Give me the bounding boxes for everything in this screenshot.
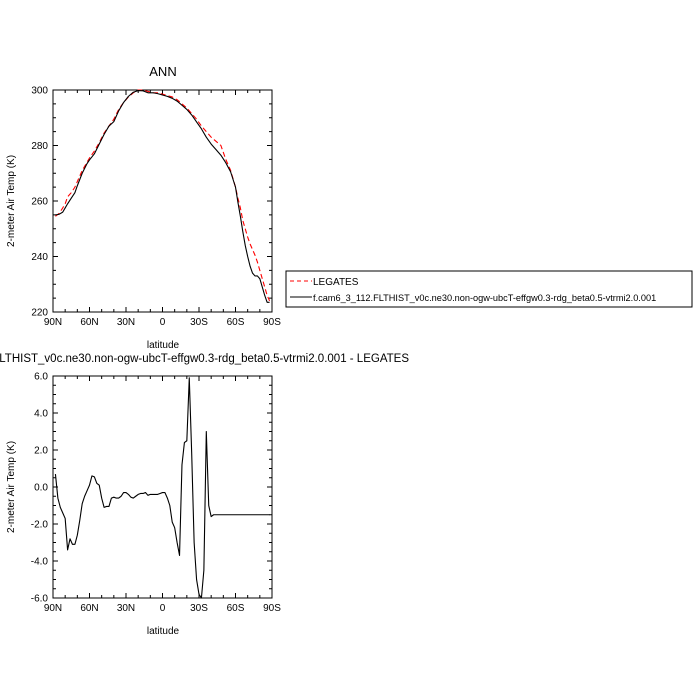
x-tick-label: 90N [44,317,62,328]
mean-temperature-chart: ANN 2-meter Air Temp (K) latitude 90N 60N… [6,64,281,351]
x-axis-label: latitude [147,626,180,637]
plot-lines [55,89,271,303]
x-tick-label: 90S [263,603,281,614]
x-tick-label: 30S [190,317,208,328]
x-tick-label: 30N [117,603,135,614]
x-tick-label: 90S [263,317,281,328]
y-tick-label: 220 [31,308,48,319]
legend: LEGATES f.cam6_3_112.FLTHIST_v0c.ne30.no… [285,270,693,308]
x-tick-label: 30S [190,603,208,614]
x-tick-label: 0 [160,317,166,328]
x-tick-label: 0 [160,603,166,614]
x-tick-label: 60N [80,603,98,614]
x-axis-label: latitude [147,340,180,351]
x-tick-label: 60S [227,317,245,328]
y-tick-label: 0.0 [34,483,48,494]
y-tick-label: 240 [31,252,48,263]
y-tick-label: 4.0 [34,409,48,420]
difference-chart: f.cam6_3_112.FLTHIST_v0c.ne30.non-ogw-ub… [0,353,409,637]
axes: 90N 60N 30N 0 30S 60S 90S 220 240 260 280 300 [31,86,281,329]
legend-label-model: f.cam6_3_112.FLTHIST_v0c.ne30.non-ogw-ub… [313,293,656,303]
y-tick-label: -6.0 [31,594,49,605]
plot-lines [54,377,270,599]
x-tick-label: 60N [80,317,98,328]
plot-frame [52,375,273,599]
y-tick-label: -2.0 [31,520,49,531]
y-axis-label: 2-meter Air Temp (K) [6,441,17,533]
x-tick-label: 30N [117,317,135,328]
y-axis-label: 2-meter Air Temp (K) [6,155,17,247]
y-tick-label: 280 [31,141,48,152]
x-tick-label: 60S [227,603,245,614]
series-line-0 [55,89,271,302]
x-tick-label: 90N [44,603,62,614]
y-tick-label: 2.0 [34,446,48,457]
chart-title: f.cam6_3_112.FLTHIST_v0c.ne30.non-ogw-ub… [0,353,409,365]
series-line-0 [54,377,270,599]
axes: 90N 60N 30N 0 30S 60S 90S -6.0 -4.0 -2.0 0.0 2.0 4.0… [31,372,281,615]
y-tick-label: -4.0 [31,557,49,568]
y-tick-label: 260 [31,197,48,208]
legend-box [285,270,693,308]
chart-title: ANN [149,64,176,79]
y-tick-label: 300 [31,86,48,97]
legend-label-legates: LEGATES [313,277,359,288]
y-tick-label: 6.0 [34,372,48,383]
series-line-1 [55,90,270,303]
